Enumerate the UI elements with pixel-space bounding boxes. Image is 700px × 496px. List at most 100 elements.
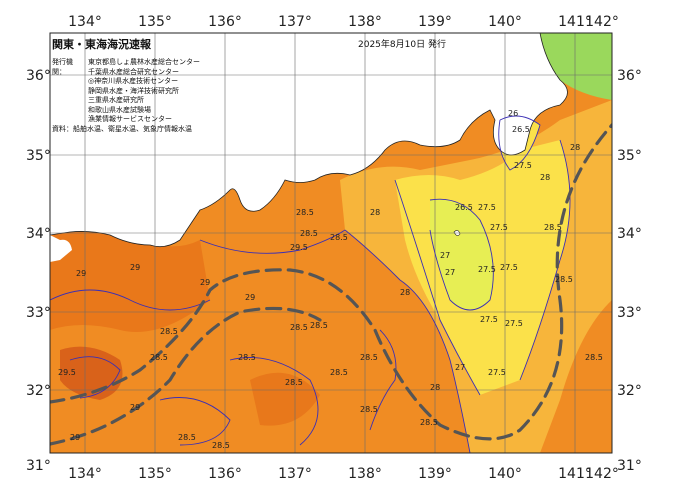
lon-tick: 135°	[138, 14, 172, 30]
isotherm-label: 26	[508, 109, 518, 118]
isotherm-label: 28.5	[330, 368, 348, 377]
issuer-item: 千葉県水産総合研究センター	[88, 67, 179, 76]
issuer-item: 漁業情報サービスセンター	[88, 115, 172, 123]
lon-tick: 138°	[348, 14, 382, 30]
lon-tick: 141°	[558, 14, 592, 30]
lon-tick: 134°	[68, 466, 102, 482]
isotherm-label: 27.5	[490, 223, 508, 232]
isotherm-label: 29.5	[290, 243, 308, 252]
lat-axis-right: 36° 35° 34° 33° 32° 31°	[617, 68, 642, 474]
isotherm-label: 28.5	[360, 405, 378, 414]
isotherm-label: 28.5	[290, 323, 308, 332]
isotherm-label: 28	[400, 288, 410, 297]
issuer-item: 三重県水産研究所	[88, 96, 144, 104]
isotherm-label: 28.5	[160, 327, 178, 336]
isotherm-label: 28.5	[310, 321, 328, 330]
lat-tick: 32°	[26, 383, 51, 399]
issuers-label: 発行機関：	[52, 58, 73, 76]
isotherm-label: 28	[570, 143, 580, 152]
lon-tick: 135°	[138, 466, 172, 482]
isotherms	[50, 115, 571, 453]
isotherm-label: 28	[370, 208, 380, 217]
isotherm-label: 28.5	[300, 229, 318, 238]
coolest-band	[430, 199, 494, 310]
isotherm-label: 29	[245, 293, 255, 302]
issuer-item: 静岡県水産・海洋技術研究所	[88, 86, 179, 95]
map-frame	[49, 32, 613, 454]
isotherm-label: 27	[455, 363, 465, 372]
lon-tick: 139°	[418, 14, 452, 30]
isotherm-label: 28.5	[544, 223, 562, 232]
isotherm-label: 29	[130, 403, 140, 412]
lon-tick: 140°	[488, 466, 522, 482]
warm-patch	[250, 372, 320, 426]
lon-tick: 139°	[418, 466, 452, 482]
isotherm-label: 28.5	[555, 275, 573, 284]
isotherm-label: 29.5	[58, 368, 76, 377]
isotherm-label: 28.5	[212, 441, 230, 450]
isotherm-label: 27.5	[478, 203, 496, 212]
lon-tick: 134°	[68, 14, 102, 30]
isotherm-label: 27	[445, 268, 455, 277]
isotherm-label: 28.5	[178, 433, 196, 442]
isotherm-label: 28.5	[285, 378, 303, 387]
lon-tick: 141°	[558, 466, 592, 482]
lat-tick: 31°	[617, 458, 642, 474]
isotherm-label: 27.5	[505, 319, 523, 328]
isotherm-label: 27.5	[488, 368, 506, 377]
isotherm-label: 27.5	[500, 263, 518, 272]
lat-axis-left: 36° 35° 34° 33° 32° 31°	[26, 68, 51, 474]
isotherm-label: 26.5	[512, 125, 530, 134]
lat-tick: 32°	[617, 383, 642, 399]
lon-tick: 142°	[585, 466, 619, 482]
isotherm-label: 28.5	[420, 418, 438, 427]
isotherm-label: 29	[70, 433, 80, 442]
land-shikoku-kyushu	[50, 33, 72, 262]
lat-tick: 33°	[26, 305, 51, 321]
lon-axis-bottom: 134° 135° 136° 137° 138° 139° 140° 141° …	[68, 466, 619, 482]
isotherm-labels: 28.5 28.5 28.5 28.5 28.5 28.5 28.5 28.5 …	[58, 109, 603, 450]
lon-tick: 140°	[488, 14, 522, 30]
lon-tick: 136°	[208, 466, 242, 482]
isotherm-label: 28.5	[296, 208, 314, 217]
isotherm-label: 28.5	[360, 353, 378, 362]
isotherm-label: 28.5	[150, 353, 168, 362]
lat-tick: 31°	[26, 458, 51, 474]
lon-tick: 136°	[208, 14, 242, 30]
lat-tick: 34°	[617, 226, 642, 242]
current-axis	[50, 123, 612, 446]
lon-tick: 142°	[585, 14, 619, 30]
issuers-block: 発行機関： 東京都島しょ農林水産総合センター 千葉県水産総合研究センター ◎神奈…	[52, 58, 200, 125]
isotherm-label: 29	[76, 269, 86, 278]
issuer-item: 東京都島しょ農林水産総合センター	[88, 58, 200, 66]
issuer-item: 和歌山県水産試験場	[88, 105, 151, 114]
issuers-list: 東京都島しょ農林水産総合センター 千葉県水産総合研究センター ◎神奈川県水産技術…	[52, 58, 200, 125]
data-source: 資料：船舶水温、衛星水温、気象庁情報水温	[52, 125, 192, 133]
lat-tick: 36°	[617, 68, 642, 84]
isotherm-label: 27.5	[480, 315, 498, 324]
lat-tick: 34°	[26, 226, 51, 242]
isotherm-label: 29	[130, 263, 140, 272]
issuer-item: ◎神奈川県水産技術センター	[88, 77, 179, 85]
land-honshu	[50, 33, 568, 248]
isotherm-label: 28	[430, 383, 440, 392]
map-title: 関東・東海海況速報	[52, 38, 151, 51]
isotherm-label: 27.5	[514, 161, 532, 170]
cold-patch	[540, 33, 612, 100]
isotherm-label: 28.5	[238, 353, 256, 362]
isotherm-label: 26.5	[455, 203, 473, 212]
warm-patch	[50, 223, 210, 332]
lon-tick: 138°	[348, 466, 382, 482]
lat-tick: 36°	[26, 68, 51, 84]
isotherm-label: 28	[540, 173, 550, 182]
isotherm-label: 27	[440, 251, 450, 260]
isotherm-label: 27.5	[478, 265, 496, 274]
isotherm-label: 28.5	[585, 353, 603, 362]
isotherm-label: 29	[200, 278, 210, 287]
isotherm-label: 28.5	[330, 233, 348, 242]
lat-tick: 35°	[26, 148, 51, 164]
lat-tick: 35°	[617, 148, 642, 164]
issue-date: 2025年8月10日 発行	[358, 40, 446, 50]
lon-axis-top: 134° 135° 136° 137° 138° 139° 140° 141° …	[68, 14, 619, 30]
